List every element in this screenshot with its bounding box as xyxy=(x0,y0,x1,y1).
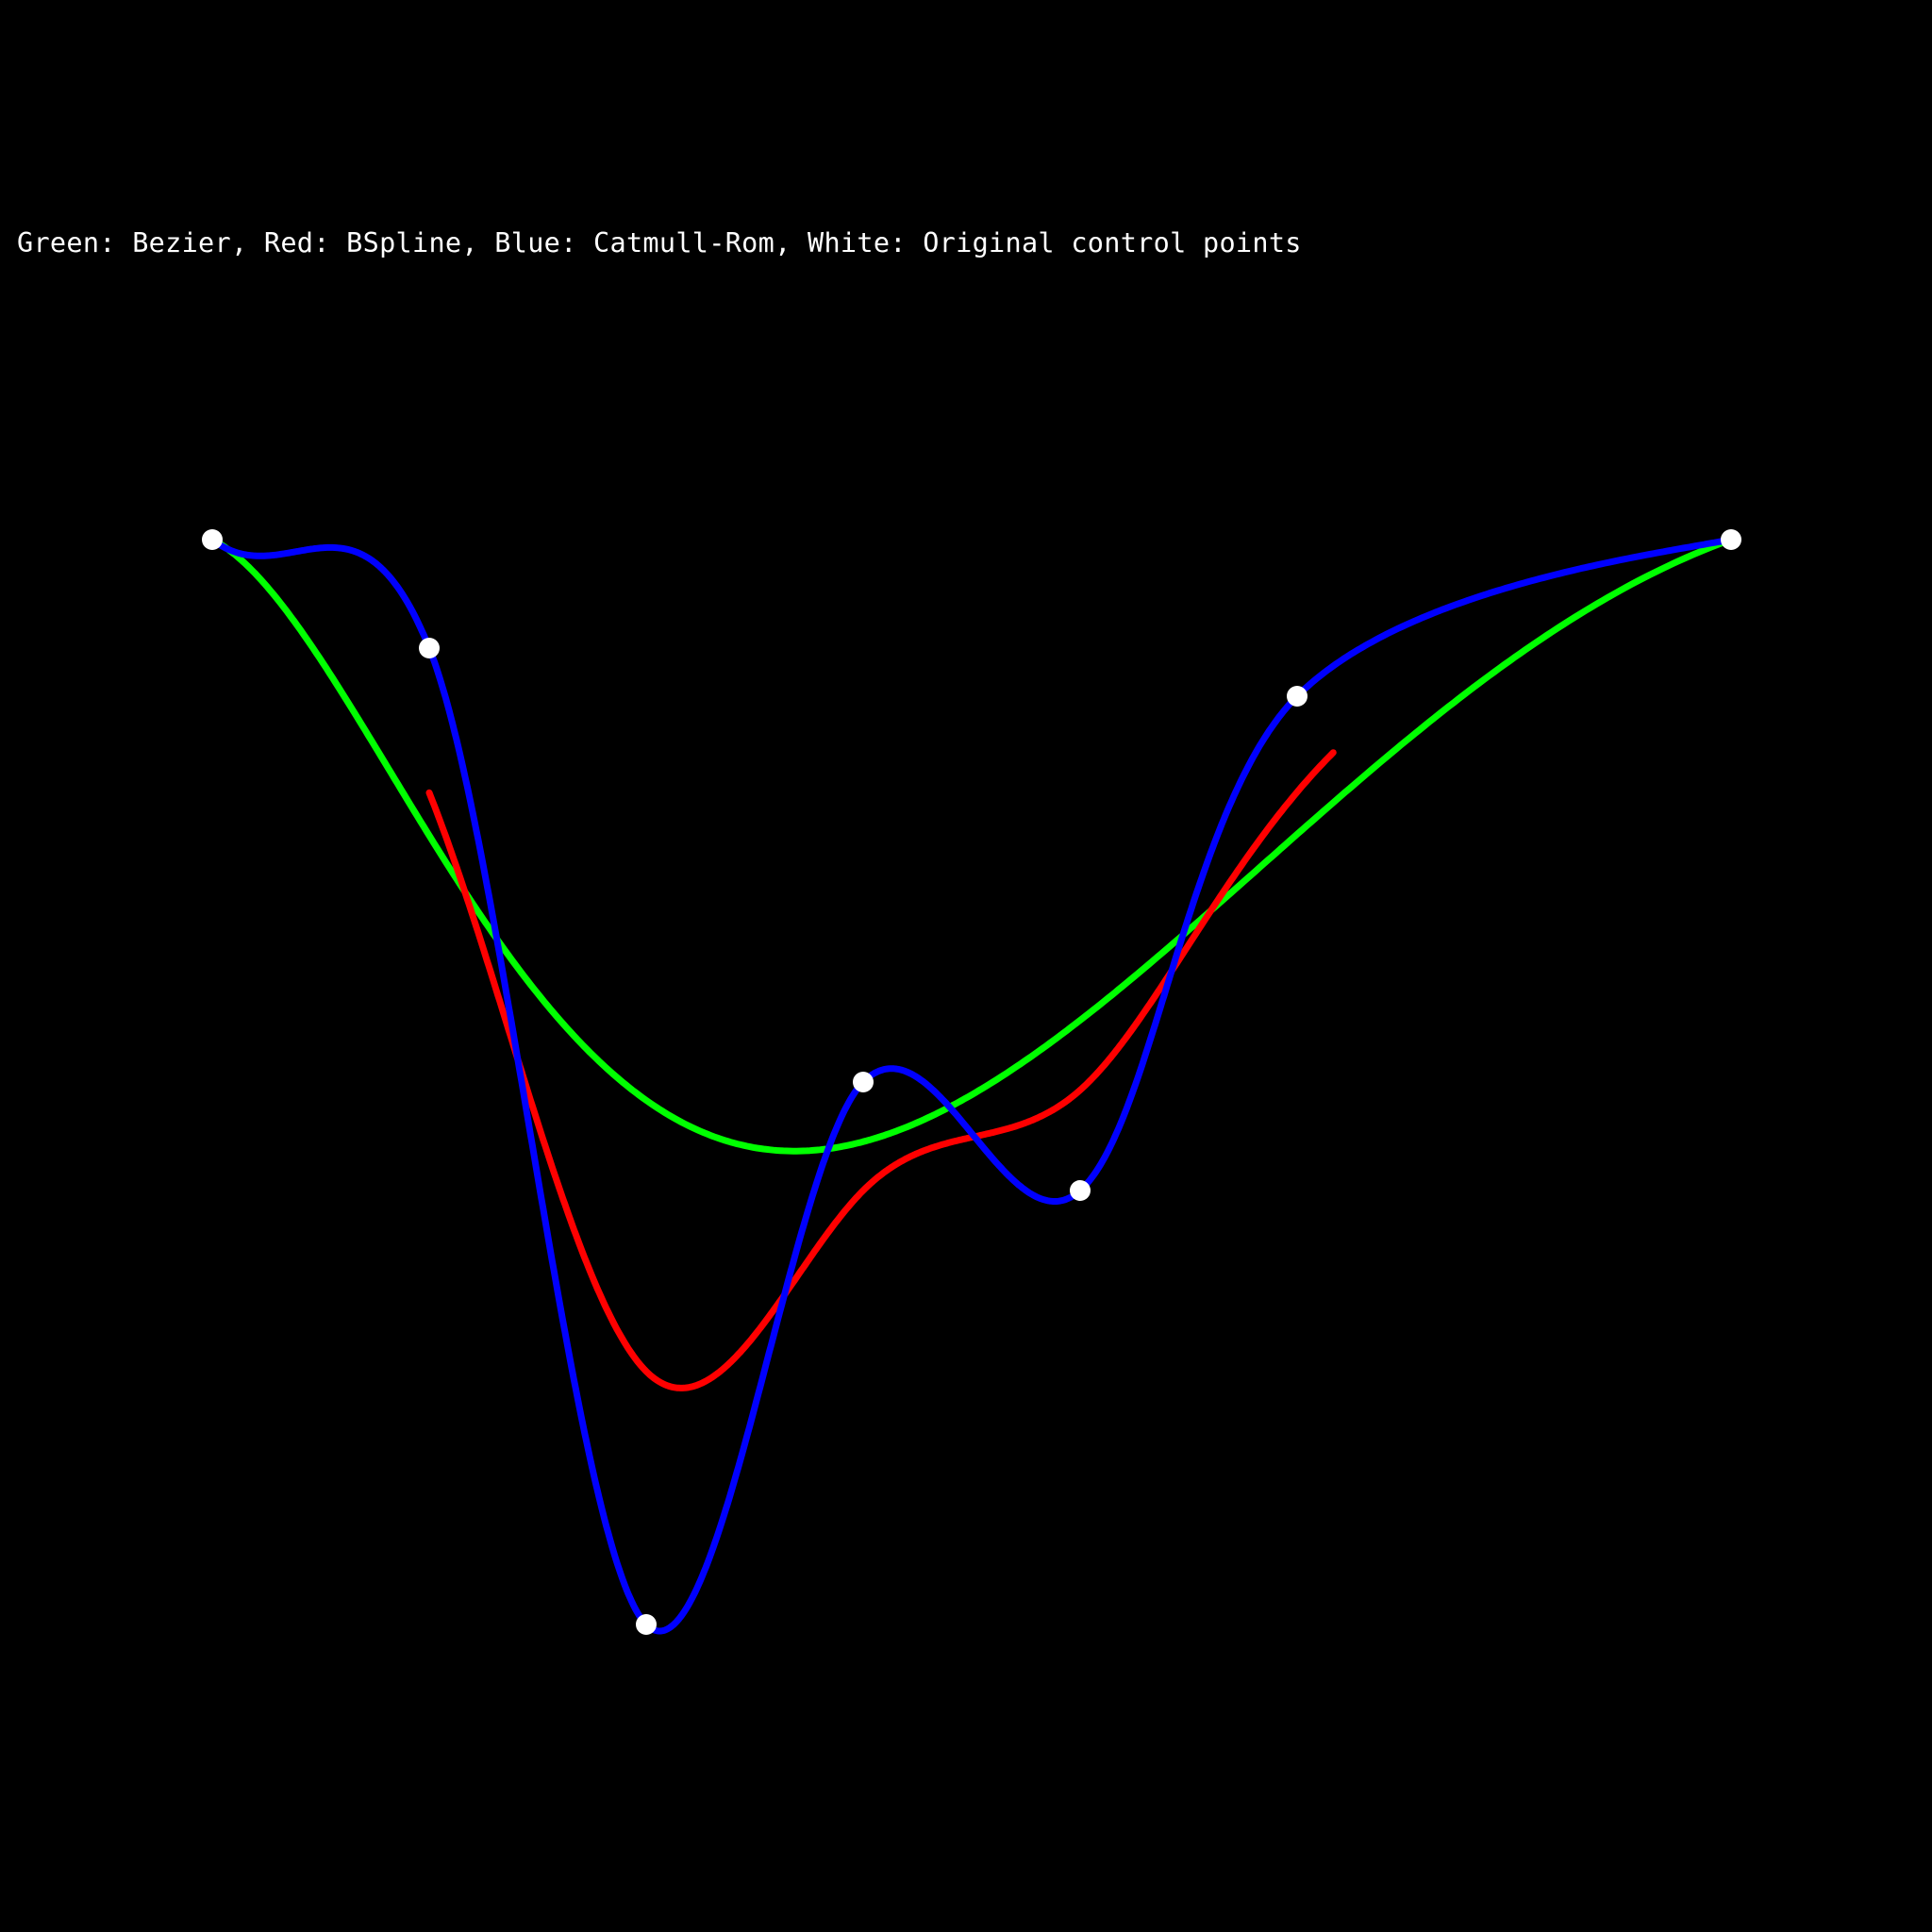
control-point xyxy=(636,1614,657,1635)
control-point xyxy=(419,638,440,658)
control-points-layer xyxy=(202,529,1741,1635)
bspline-curve xyxy=(425,749,1337,1391)
bezier-curve xyxy=(208,536,1735,1155)
curves-layer xyxy=(208,536,1735,1635)
legend-text: Green: Bezier, Red: BSpline, Blue: Catmu… xyxy=(17,227,1302,258)
control-point xyxy=(1721,529,1741,550)
control-point xyxy=(1070,1180,1091,1201)
control-point xyxy=(853,1072,874,1092)
catmull-rom-curve xyxy=(208,536,1735,1635)
control-point xyxy=(202,529,223,550)
control-point xyxy=(1287,686,1307,707)
